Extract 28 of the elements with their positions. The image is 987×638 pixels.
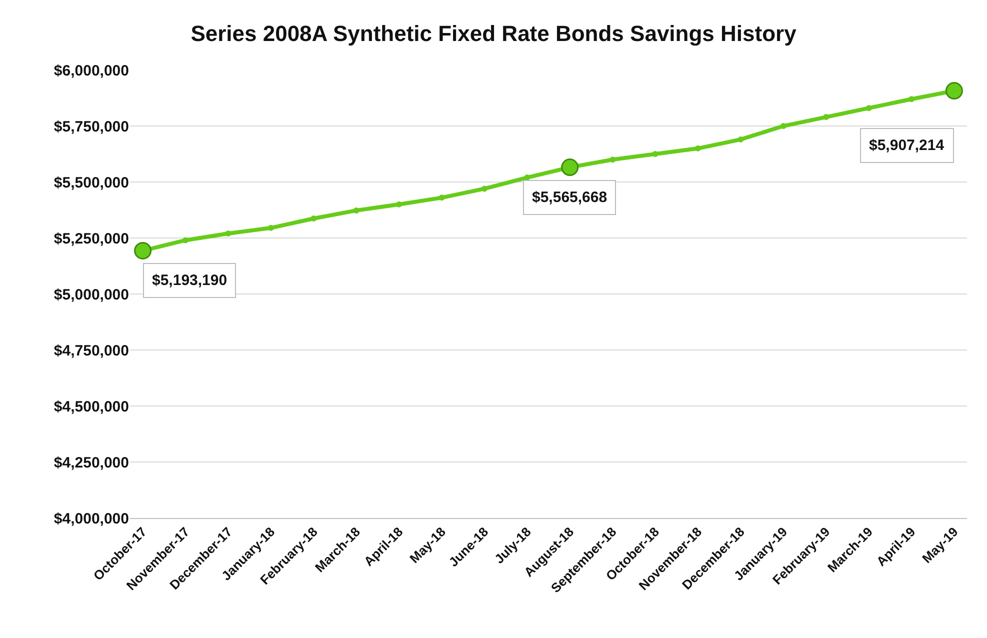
point (610, 156, 616, 163)
point (353, 207, 360, 214)
point (780, 123, 786, 129)
point (438, 194, 445, 201)
point (310, 216, 317, 222)
point (182, 237, 189, 244)
data-label: $5,907,214 (869, 137, 945, 154)
y-tick-label: $4,000,000 (54, 510, 129, 528)
point (652, 151, 658, 157)
y-tick-label: $4,500,000 (54, 398, 129, 416)
y-tick-label: $5,250,000 (54, 230, 129, 248)
point (225, 230, 232, 237)
y-tick-label: $4,750,000 (54, 342, 129, 360)
point (823, 114, 830, 120)
y-tick-label: $5,750,000 (54, 118, 129, 136)
chart-title: Series 2008A Synthetic Fixed Rate Bonds Savings History (190, 20, 798, 46)
point (738, 136, 744, 142)
point (866, 105, 872, 112)
point (908, 96, 914, 102)
point (694, 145, 701, 152)
y-tick-label: $6,000,000 (54, 62, 129, 80)
y-tick-label: $5,000,000 (54, 286, 129, 304)
data-label: $5,565,668 (532, 189, 608, 206)
point (268, 224, 274, 231)
data-label: $5,193,190 (152, 272, 228, 289)
y-tick-label: $4,250,000 (54, 454, 129, 472)
point (481, 186, 488, 192)
y-tick-label: $5,500,000 (54, 174, 129, 192)
